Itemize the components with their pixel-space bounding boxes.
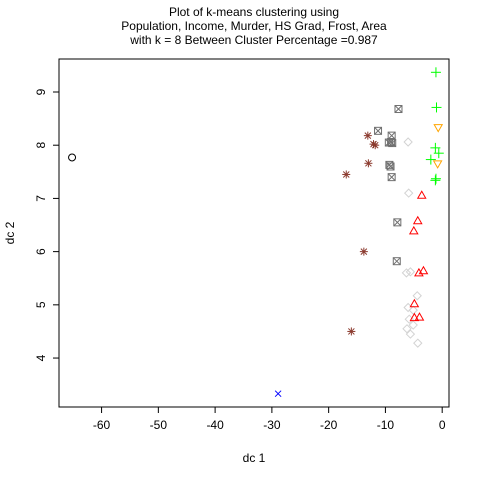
x-axis-label: dc 1: [243, 451, 266, 465]
y-tick-label: 8: [34, 142, 48, 149]
y-tick-label: 6: [34, 248, 48, 255]
point-triangle-down: [432, 160, 443, 169]
point-plus: [430, 142, 441, 153]
y-tick-label: 7: [34, 195, 48, 202]
point-boxed-x: [374, 126, 383, 135]
point-diamond: [405, 267, 416, 277]
point-diamond: [403, 188, 414, 198]
point-plus: [431, 102, 442, 113]
point-diamond: [403, 302, 413, 313]
x-axis: -60 -50 -40 -30 -20 -10 0: [93, 407, 446, 432]
y-axis-label: dc 2: [3, 221, 17, 244]
point-diamond: [412, 291, 422, 301]
point-boxed-x: [392, 257, 401, 266]
data-points: [68, 67, 444, 398]
point-triangle: [416, 190, 427, 199]
point-asterisk: [364, 159, 373, 168]
point-asterisk: [342, 170, 351, 179]
y-tick-label: 5: [34, 301, 48, 308]
point-triangle: [414, 312, 425, 321]
y-axis: 4 5 6 7 8 9: [34, 88, 59, 361]
x-tick-label: -30: [263, 418, 281, 432]
point-circle: [68, 153, 77, 162]
x-tick-label: -10: [377, 418, 395, 432]
plot-frame: [58, 58, 450, 408]
x-tick-label: 0: [439, 418, 446, 432]
point-triangle: [412, 215, 423, 225]
point-diamond: [401, 268, 412, 278]
point-triangle-down: [433, 124, 444, 133]
point-plus: [430, 173, 441, 184]
point-diamond: [403, 137, 413, 147]
point-diamond: [402, 324, 412, 334]
y-tick-label: 9: [34, 88, 48, 95]
y-tick-label: 4: [34, 354, 48, 361]
x-tick-label: -60: [93, 418, 111, 432]
point-triangle: [414, 267, 424, 277]
point-plus: [425, 154, 436, 165]
point-plus: [430, 67, 441, 78]
point-cross: [274, 390, 282, 398]
point-plus: [433, 148, 444, 159]
chart-title-line-1: Plot of k-means clustering using: [169, 5, 339, 19]
point-boxed-x: [388, 139, 397, 148]
point-asterisk: [363, 131, 372, 140]
point-boxed-x: [394, 105, 403, 114]
point-triangle: [418, 265, 429, 275]
x-tick-label: -50: [150, 418, 168, 432]
point-diamond: [408, 305, 418, 315]
chart-title-line-3: with k = 8 Between Cluster Percentage =0…: [129, 33, 378, 47]
x-tick-label: -20: [320, 418, 338, 432]
point-diamond: [408, 320, 418, 330]
point-plus: [430, 175, 441, 186]
point-asterisk: [347, 327, 356, 336]
point-triangle: [409, 298, 420, 308]
point-diamond: [413, 338, 423, 348]
point-boxed-x: [386, 162, 395, 171]
point-triangle: [408, 225, 419, 235]
point-boxed-x: [387, 173, 396, 182]
x-tick-label: -40: [206, 418, 224, 432]
point-asterisk: [371, 141, 380, 150]
chart-title-line-2: Population, Income, Murder, HS Grad, Fro…: [121, 19, 387, 33]
point-asterisk: [359, 247, 368, 256]
point-boxed-x: [393, 218, 402, 227]
point-diamond: [405, 329, 416, 339]
point-triangle: [409, 312, 420, 322]
